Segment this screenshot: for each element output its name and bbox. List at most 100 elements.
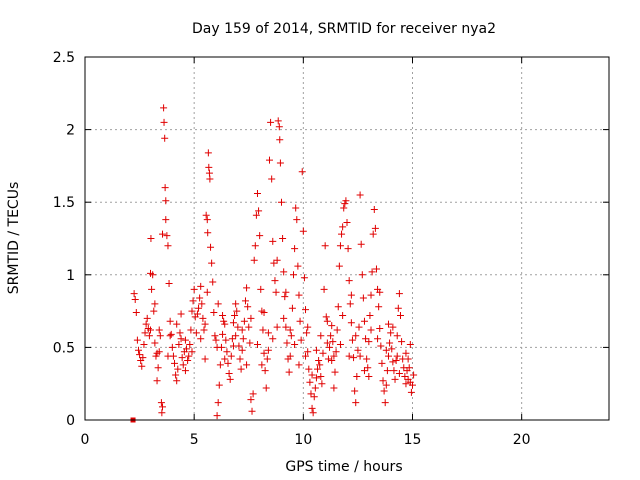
data-point (237, 365, 245, 373)
data-point (221, 320, 229, 328)
data-point (204, 229, 212, 237)
data-point (378, 359, 386, 367)
data-point (244, 303, 252, 311)
data-point (176, 329, 184, 337)
data-point (389, 358, 397, 366)
data-point (291, 340, 299, 348)
data-point (311, 384, 319, 392)
data-point (273, 256, 281, 264)
data-point (357, 240, 365, 248)
y-tick-label: 2.5 (53, 50, 75, 66)
data-point (318, 380, 326, 388)
data-point (316, 361, 324, 369)
data-point (165, 280, 173, 288)
data-point (352, 332, 360, 340)
data-point (371, 224, 379, 232)
data-point (149, 271, 157, 279)
data-point (393, 332, 401, 340)
data-point (333, 326, 341, 334)
data-point (134, 346, 142, 354)
data-point (327, 332, 335, 340)
data-point (274, 117, 282, 125)
data-point (199, 314, 207, 322)
data-point (187, 326, 195, 334)
data-point (246, 339, 254, 347)
x-tick-label: 5 (190, 432, 199, 448)
data-point (292, 204, 300, 212)
data-point (238, 326, 246, 334)
data-point (166, 317, 174, 325)
data-point (384, 320, 392, 328)
data-point (340, 204, 348, 212)
data-point (330, 384, 338, 392)
data-point (359, 294, 367, 302)
data-point (295, 291, 303, 299)
x-tick-label: 20 (513, 432, 531, 448)
data-point (285, 368, 293, 376)
data-point (213, 412, 221, 420)
data-point (167, 330, 175, 338)
data-point (236, 355, 244, 363)
data-point (209, 278, 217, 286)
data-point (386, 339, 394, 347)
data-point (308, 371, 316, 379)
data-point (130, 290, 138, 298)
data-point (265, 156, 273, 164)
data-point (367, 291, 375, 299)
data-point (356, 352, 364, 360)
data-point (188, 348, 196, 356)
data-point (211, 332, 219, 340)
data-point (162, 197, 170, 205)
x-tick-label: 15 (404, 432, 422, 448)
data-point (151, 339, 159, 347)
data-point (219, 311, 227, 319)
data-point (394, 304, 402, 312)
data-point (319, 349, 327, 357)
data-point (391, 375, 399, 383)
data-point (365, 372, 373, 380)
data-point (293, 216, 301, 224)
data-point (197, 335, 205, 343)
data-point (314, 365, 322, 373)
data-point (205, 163, 213, 171)
data-point (159, 403, 167, 411)
data-point (269, 237, 277, 245)
data-point (247, 314, 255, 322)
data-point (312, 346, 320, 354)
data-point (158, 409, 166, 417)
data-point (225, 370, 233, 378)
data-point (198, 300, 206, 308)
data-point (143, 314, 151, 322)
data-point (317, 332, 325, 340)
data-point (184, 356, 192, 364)
data-point (214, 399, 222, 407)
data-point (387, 329, 395, 337)
data-point (404, 355, 412, 363)
data-point (363, 355, 371, 363)
axis-ticks: 0 0.5 1 1.5 2 2.5 0 5 10 15 20 (53, 50, 609, 448)
data-point (339, 223, 347, 231)
data-point (264, 346, 272, 354)
data-point (376, 325, 384, 333)
data-point (217, 343, 225, 351)
data-point (409, 381, 416, 389)
data-point (304, 323, 312, 331)
data-point (231, 311, 239, 319)
data-point (395, 370, 403, 378)
data-point (375, 303, 383, 311)
data-point (160, 118, 168, 126)
data-point (342, 197, 350, 205)
data-point (381, 399, 389, 407)
data-point (356, 191, 364, 199)
data-point (395, 290, 403, 298)
data-point (195, 304, 203, 312)
data-point (271, 277, 279, 285)
data-point (260, 349, 268, 357)
data-point (276, 136, 284, 144)
data-point (251, 242, 259, 250)
data-point (348, 336, 356, 344)
data-point (280, 314, 288, 322)
data-point (145, 332, 153, 340)
data-point (309, 409, 317, 417)
data-point (300, 274, 308, 282)
